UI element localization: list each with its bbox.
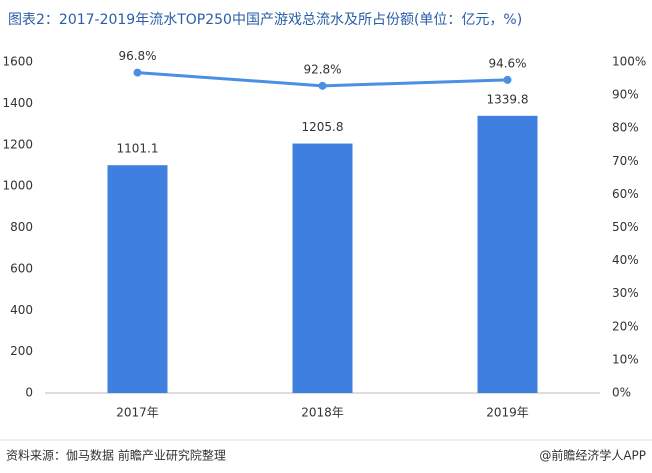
y-tick-label: 0 (25, 386, 33, 400)
y-tick-label: 800 (10, 220, 33, 234)
y2-tick-label: 80% (612, 121, 639, 135)
y2-tick-label: 90% (612, 88, 639, 102)
bar (107, 165, 168, 393)
bar (477, 115, 538, 394)
value-label: 1101.1 (117, 142, 159, 156)
y2-tick-label: 0% (612, 386, 631, 400)
value-label: 92.8% (303, 62, 341, 76)
y-tick-label: 400 (10, 303, 33, 317)
value-label: 94.6% (488, 56, 526, 70)
y2-tick-label: 70% (612, 154, 639, 168)
value-label: 1205.8 (302, 120, 344, 134)
value-label: 1339.8 (487, 92, 529, 106)
y-tick-label: 1400 (2, 96, 33, 110)
y-tick-label: 1000 (2, 179, 33, 193)
y-tick-label: 600 (10, 261, 33, 275)
value-label: 96.8% (118, 49, 156, 63)
y2-tick-label: 20% (612, 319, 639, 333)
y2-tick-label: 100% (612, 55, 646, 69)
chart-title: 图表2：2017-2019年流水TOP250中国产游戏总流水及所占份额(单位：亿… (8, 12, 522, 28)
x-tick-label: 2017年 (116, 406, 159, 420)
y2-tick-label: 60% (612, 187, 639, 201)
y2-tick-label: 40% (612, 253, 639, 267)
y-tick-label: 200 (10, 344, 33, 358)
y2-tick-label: 50% (612, 220, 639, 234)
bar (292, 143, 353, 393)
y-tick-label: 1600 (2, 55, 33, 69)
source: 资料来源：伽马数据 前瞻产业研究院整理 (6, 448, 226, 463)
line-marker (318, 81, 327, 90)
x-tick-label: 2018年 (301, 406, 344, 420)
credit: @前瞻经济学人APP (539, 448, 646, 463)
y-tick-label: 1200 (2, 137, 33, 151)
y2-tick-label: 30% (612, 286, 639, 300)
x-tick-label: 2019年 (486, 406, 529, 420)
line-marker (503, 75, 512, 84)
y2-tick-label: 10% (612, 352, 639, 366)
line-marker (133, 68, 142, 77)
